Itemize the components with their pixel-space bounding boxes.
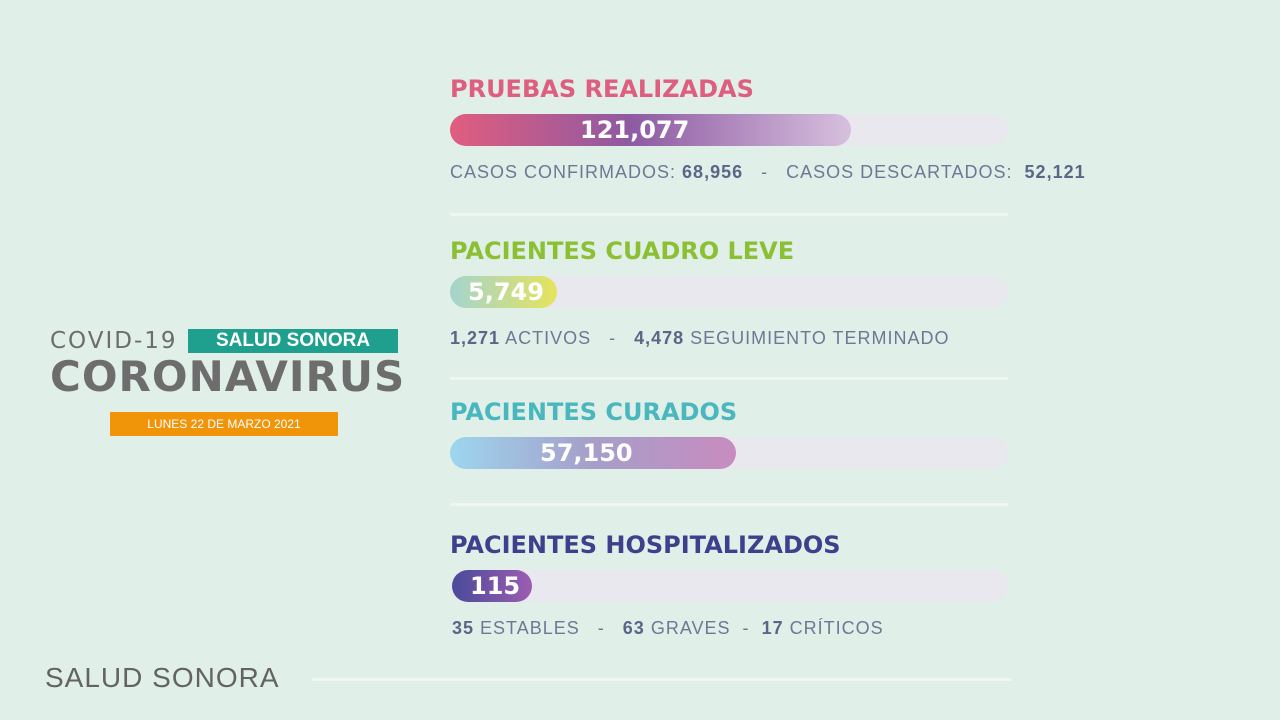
detail-value: 4,478 <box>634 328 685 348</box>
detail-label: SEGUIMIENTO TERMINADO <box>690 328 950 348</box>
detail-value: 35 <box>452 618 475 638</box>
detail-label: CRÍTICOS <box>789 618 884 638</box>
detail-line: CASOS CONFIRMADOS: 68,956 - CASOS DESCAR… <box>450 162 1086 183</box>
detail-value: 68,956 <box>682 162 744 182</box>
progress-track: 121,077 <box>450 114 1008 146</box>
progress-track: 5,749 <box>450 276 1008 308</box>
footer-divider <box>312 678 1012 681</box>
date-badge: LUNES 22 DE MARZO 2021 <box>110 412 338 436</box>
detail-line: 35 ESTABLES - 63 GRAVES - 17 CRÍTICOS <box>452 618 884 639</box>
section-pacientes-hospitalizados: PACIENTES HOSPITALIZADOS 115 35 ESTABLES… <box>450 530 1250 638</box>
bar-value: 5,749 <box>468 278 544 306</box>
detail-label: GRAVES <box>650 618 731 638</box>
section-title: PACIENTES CURADOS <box>450 398 738 426</box>
detail-label: ACTIVOS <box>505 328 592 348</box>
detail-label: CASOS DESCARTADOS: <box>786 162 1013 182</box>
detail-separator: - <box>742 618 750 638</box>
progress-fill <box>450 114 851 146</box>
section-pruebas-realizadas: PRUEBAS REALIZADAS 121,077 CASOS CONFIRM… <box>450 74 1250 182</box>
section-title: PACIENTES CUADRO LEVE <box>450 237 795 265</box>
detail-value: 1,271 <box>450 328 501 348</box>
section-pacientes-cuadro-leve: PACIENTES CUADRO LEVE 5,749 1,271 ACTIVO… <box>450 236 1250 348</box>
section-title: PACIENTES HOSPITALIZADOS <box>450 531 841 559</box>
detail-separator: - <box>761 162 769 182</box>
progress-fill <box>450 276 557 308</box>
brand-block: COVID-19 SALUD SONORA CORONAVIRUS LUNES … <box>50 326 410 446</box>
progress-track: 57,150 <box>450 437 1008 469</box>
detail-line: 1,271 ACTIVOS - 4,478 SEGUIMIENTO TERMIN… <box>450 328 950 349</box>
bar-value: 57,150 <box>540 439 633 467</box>
divider <box>450 377 1008 380</box>
bar-value: 121,077 <box>580 116 690 144</box>
section-title: PRUEBAS REALIZADAS <box>450 75 754 103</box>
detail-value: 63 <box>622 618 645 638</box>
salud-sonora-badge: SALUD SONORA <box>188 329 398 353</box>
covid-line: COVID-19 <box>50 326 178 356</box>
bar-value: 115 <box>470 572 521 600</box>
divider <box>450 503 1008 506</box>
coronavirus-title: CORONAVIRUS <box>50 352 406 401</box>
divider <box>450 213 1008 216</box>
progress-fill <box>450 437 736 469</box>
detail-label: ESTABLES <box>480 618 580 638</box>
detail-separator: - <box>597 618 605 638</box>
progress-track: 115 <box>450 570 1008 602</box>
detail-value: 52,121 <box>1024 162 1086 182</box>
section-pacientes-curados: PACIENTES CURADOS 57,150 <box>450 397 1250 469</box>
detail-separator: - <box>609 328 617 348</box>
detail-label: CASOS CONFIRMADOS: <box>450 162 677 182</box>
covid-label: COVID-19 <box>50 328 178 354</box>
progress-fill <box>452 570 532 602</box>
footer-label: SALUD SONORA <box>45 662 280 693</box>
detail-value: 17 <box>761 618 784 638</box>
